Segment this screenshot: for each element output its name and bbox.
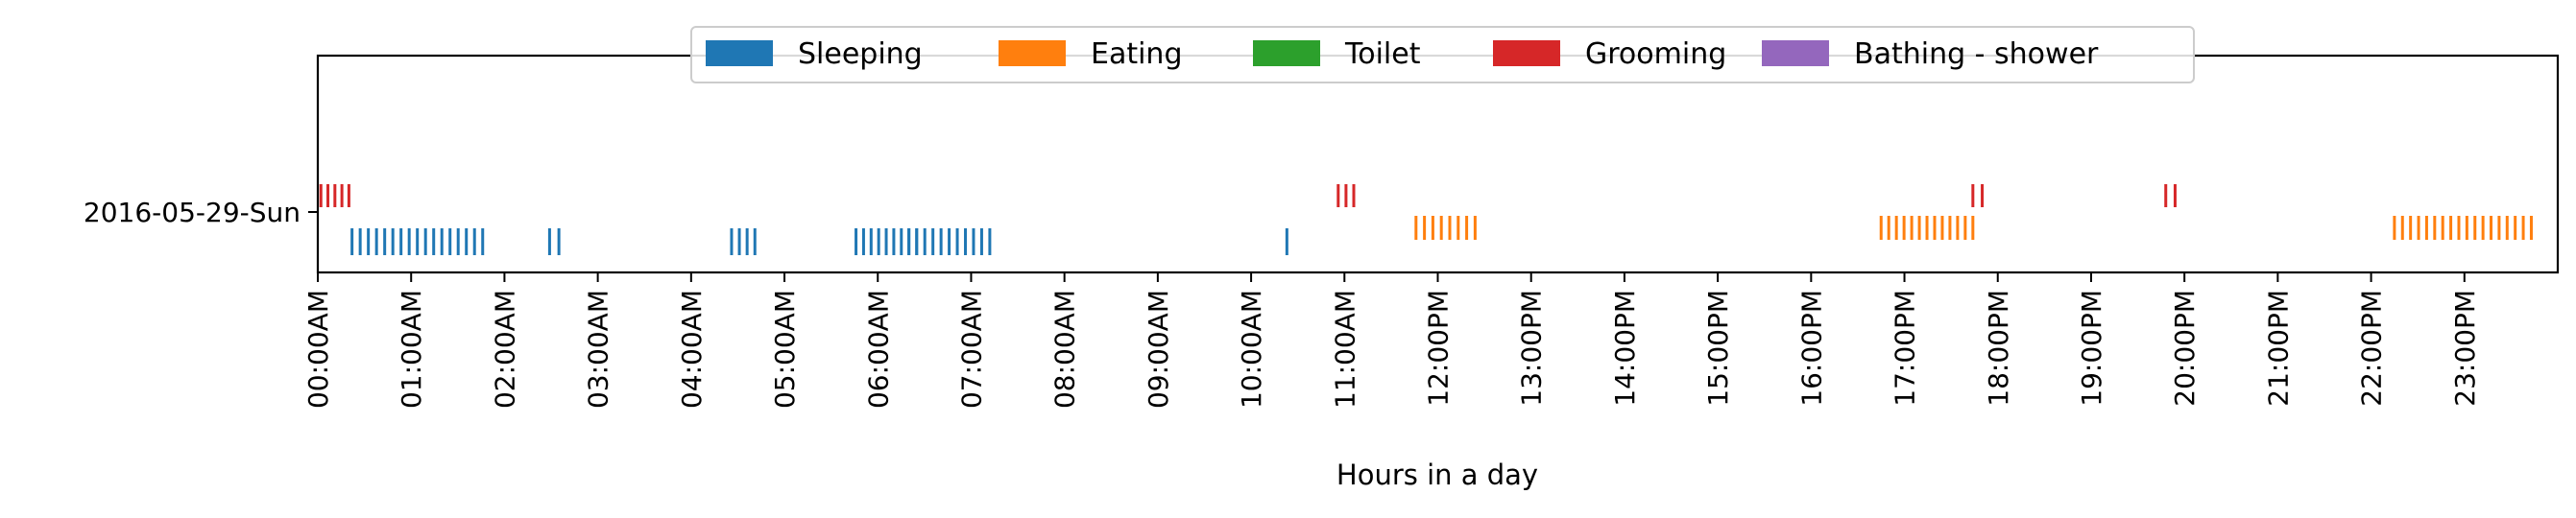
y-tick-label: 2016-05-29-Sun <box>84 197 301 228</box>
grooming-event <box>319 184 350 207</box>
sleeping-event <box>915 228 992 255</box>
x-tick-label: 17:00PM <box>1890 290 1921 407</box>
x-tick-label: 08:00AM <box>1049 290 1081 409</box>
x-tick-label: 20:00PM <box>2169 290 2201 407</box>
legend-swatch-sleeping <box>706 40 773 66</box>
x-tick-label: 10:00AM <box>1236 290 1267 409</box>
x-tick-label: 01:00AM <box>396 290 427 409</box>
x-axis-label: Hours in a day <box>1336 459 1538 491</box>
grooming-event <box>1971 184 1985 207</box>
legend-label-bathing-shower: Bathing - shower <box>1854 37 2099 71</box>
x-tick-label: 14:00PM <box>1609 290 1641 407</box>
sleeping-event <box>350 228 485 255</box>
x-tick-label: 05:00AM <box>769 290 801 409</box>
x-tick-label: 19:00PM <box>2076 290 2107 407</box>
x-tick-label: 22:00PM <box>2356 290 2388 407</box>
x-tick-label: 04:00AM <box>676 290 708 409</box>
x-tick-label: 11:00AM <box>1329 290 1360 409</box>
x-axis: 00:00AM 01:00AM 02:00AM 03:00AM 04:00AM 05:00… <box>302 272 2481 409</box>
grooming-event <box>2164 184 2177 207</box>
x-tick-label: 00:00AM <box>302 290 334 409</box>
x-tick-label: 16:00PM <box>1795 290 1827 407</box>
event-marks <box>319 184 2533 255</box>
x-tick-label: 02:00AM <box>489 290 520 409</box>
legend-swatch-grooming <box>1493 40 1560 66</box>
sleeping-event <box>547 228 561 255</box>
eating-event <box>2393 216 2533 240</box>
x-tick-label: 09:00AM <box>1143 290 1174 409</box>
x-tick-label: 18:00PM <box>1983 290 2014 407</box>
legend-label-eating: Eating <box>1091 37 1183 71</box>
eating-event <box>1414 216 1477 240</box>
eating-event <box>1879 216 1975 240</box>
x-tick-label: 15:00PM <box>1702 290 1734 407</box>
legend-label-sleeping: Sleeping <box>798 37 923 71</box>
x-tick-label: 03:00AM <box>583 290 614 409</box>
legend-swatch-toilet <box>1253 40 1320 66</box>
legend: Sleeping Eating Toilet Grooming Bathing - sh… <box>690 26 2195 83</box>
x-tick-label: 13:00PM <box>1516 290 1548 407</box>
sleeping-event <box>730 228 757 255</box>
x-tick-label: 23:00PM <box>2449 290 2481 407</box>
x-tick-label: 06:00AM <box>862 290 894 409</box>
x-tick-label: 12:00PM <box>1423 290 1455 407</box>
grooming-event <box>1336 184 1356 207</box>
legend-swatch-bathing-shower <box>1762 40 1829 66</box>
x-tick-label: 21:00PM <box>2262 290 2294 407</box>
legend-label-grooming: Grooming <box>1585 37 1726 71</box>
legend-swatch-eating <box>999 40 1066 66</box>
x-tick-label: 07:00AM <box>955 290 987 409</box>
legend-label-toilet: Toilet <box>1344 37 1421 71</box>
y-axis: 2016-05-29-Sun <box>84 197 318 228</box>
